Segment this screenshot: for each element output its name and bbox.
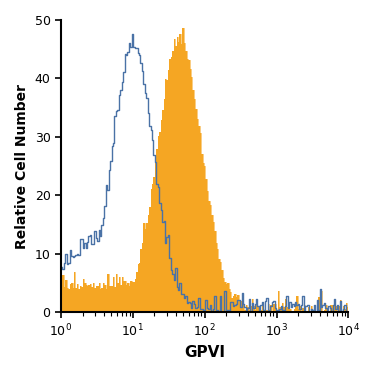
X-axis label: GPVI: GPVI	[184, 345, 225, 360]
Y-axis label: Relative Cell Number: Relative Cell Number	[15, 84, 29, 249]
